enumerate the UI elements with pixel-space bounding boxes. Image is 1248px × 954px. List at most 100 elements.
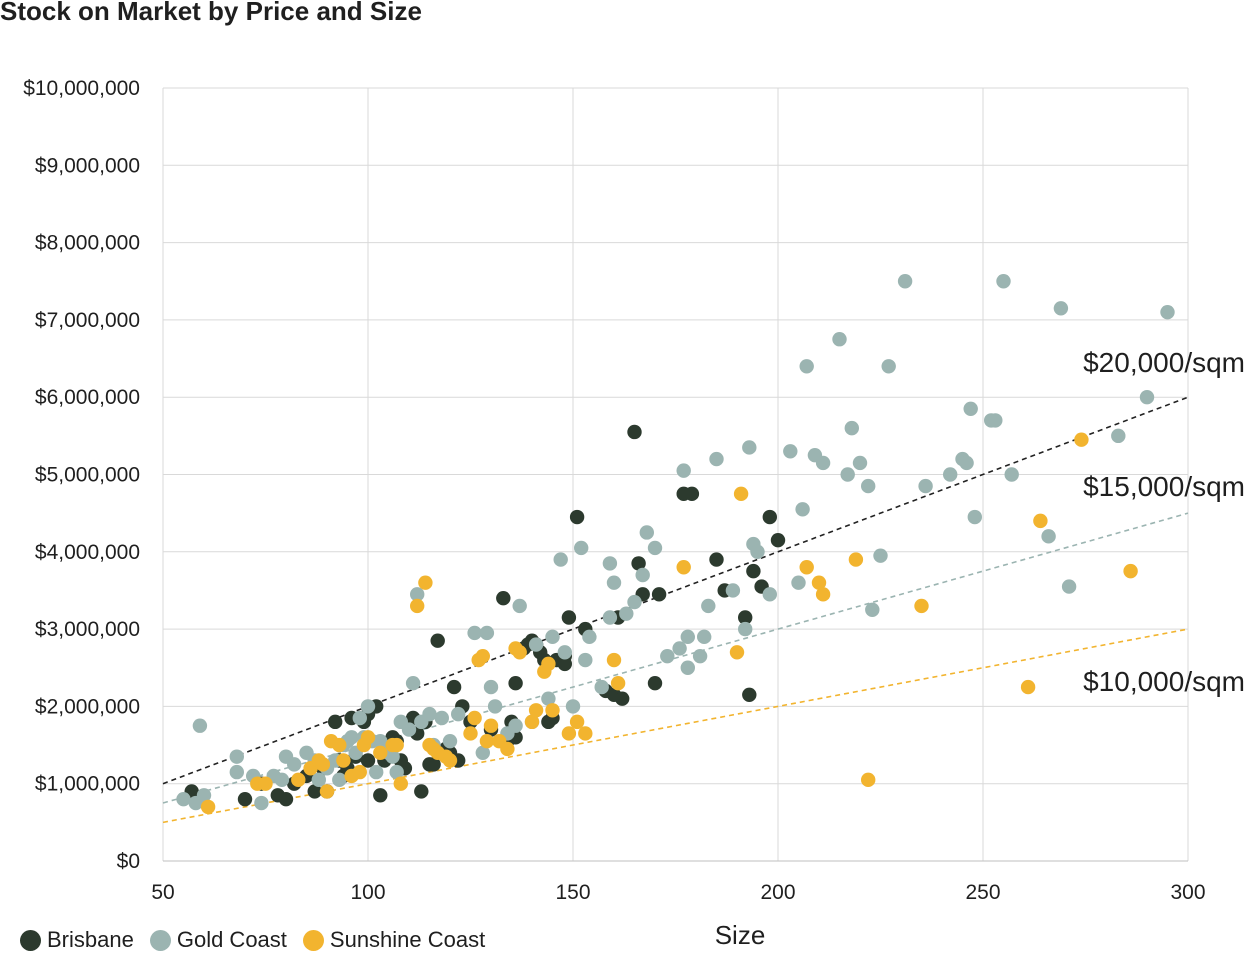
data-point (1020, 679, 1036, 695)
x-axis: 50 100 150 200 250 300 (151, 860, 1206, 904)
legend-label: Sunshine Coast (329, 927, 486, 952)
data-point (574, 540, 589, 556)
data-point (725, 583, 741, 598)
data-point (811, 575, 827, 590)
data-point (446, 679, 462, 695)
data-point (442, 733, 458, 749)
data-point (861, 772, 876, 788)
data-point (918, 478, 933, 494)
data-point (848, 552, 864, 567)
data-point (914, 598, 929, 614)
data-point (360, 730, 376, 745)
data-point (565, 699, 581, 714)
data-point (291, 772, 306, 788)
data-point (328, 714, 343, 730)
y-tick-label: $0 (117, 850, 140, 873)
data-point (385, 749, 400, 764)
data-point (701, 598, 716, 614)
data-point (615, 691, 630, 706)
data-point (287, 757, 302, 772)
data-point (422, 706, 437, 722)
data-point (627, 594, 642, 610)
data-point (467, 625, 482, 641)
data-point (430, 633, 445, 648)
data-point (561, 610, 577, 625)
data-point (389, 737, 404, 753)
data-point (229, 764, 244, 780)
data-point (561, 726, 577, 741)
data-point (1041, 529, 1056, 544)
data-point (865, 602, 880, 617)
data-point (500, 741, 515, 757)
data-point (746, 563, 761, 579)
data-point (709, 451, 724, 467)
data-point (602, 556, 618, 571)
reference-line (162, 396, 1189, 785)
data-point (496, 590, 511, 606)
legend-label: Gold Coast (176, 927, 287, 952)
reference-lines: $20,000/sqm $15,000/sqm $10,000/sqm (162, 347, 1245, 824)
data-point (815, 455, 831, 471)
data-point (237, 791, 253, 807)
y-tick-label: $4,000,000 (35, 541, 140, 564)
data-point (336, 753, 351, 768)
data-point (332, 772, 347, 788)
data-point (553, 552, 568, 567)
data-point (738, 610, 753, 625)
data-point (1004, 467, 1019, 482)
data-point (647, 540, 663, 556)
x-tick-label: 50 (151, 881, 174, 904)
reference-line-label: $15,000/sqm (1083, 471, 1245, 502)
data-point (319, 784, 335, 799)
legend-label: Brisbane (47, 927, 134, 952)
data-point (414, 784, 429, 799)
data-point (676, 560, 691, 575)
data-point (799, 359, 814, 374)
data-point (254, 795, 269, 811)
data-point (1160, 304, 1175, 320)
data-point (508, 676, 523, 691)
x-tick-label: 100 (350, 881, 385, 904)
y-tick-label: $3,000,000 (35, 618, 140, 641)
y-tick-label: $10,000,000 (23, 77, 140, 100)
data-point (1074, 432, 1089, 447)
data-point (393, 776, 408, 791)
data-point (512, 598, 527, 614)
data-point (619, 606, 634, 621)
data-point (479, 733, 495, 749)
x-tick-label: 300 (1170, 881, 1205, 904)
data-point (307, 784, 322, 799)
data-point (762, 587, 777, 602)
data-point (524, 714, 540, 730)
data-point (442, 753, 458, 768)
data-point (791, 575, 806, 590)
data-point (729, 645, 745, 660)
data-point (1123, 563, 1138, 579)
data-point (332, 737, 347, 753)
data-point (631, 556, 646, 571)
legend-item: Brisbane (20, 927, 134, 953)
data-point (996, 274, 1011, 289)
data-point (799, 560, 814, 575)
data-point (635, 567, 650, 583)
data-point (569, 714, 585, 730)
legend-swatch (302, 929, 324, 951)
data-point (426, 757, 441, 772)
data-point (606, 575, 622, 590)
data-point (410, 587, 425, 602)
data-point (557, 656, 572, 672)
data-point (578, 726, 593, 741)
data-point (651, 587, 667, 602)
data-point (815, 587, 831, 602)
series-gold-coast (176, 274, 1175, 811)
data-point (742, 440, 757, 455)
data-point (557, 645, 572, 660)
data-point (278, 791, 294, 807)
y-tick-label: $7,000,000 (35, 309, 140, 332)
data-point (483, 718, 499, 733)
grid-lines (162, 87, 1189, 862)
data-point (881, 359, 896, 374)
data-point (594, 679, 609, 695)
data-point (405, 676, 421, 691)
data-point (274, 772, 290, 788)
